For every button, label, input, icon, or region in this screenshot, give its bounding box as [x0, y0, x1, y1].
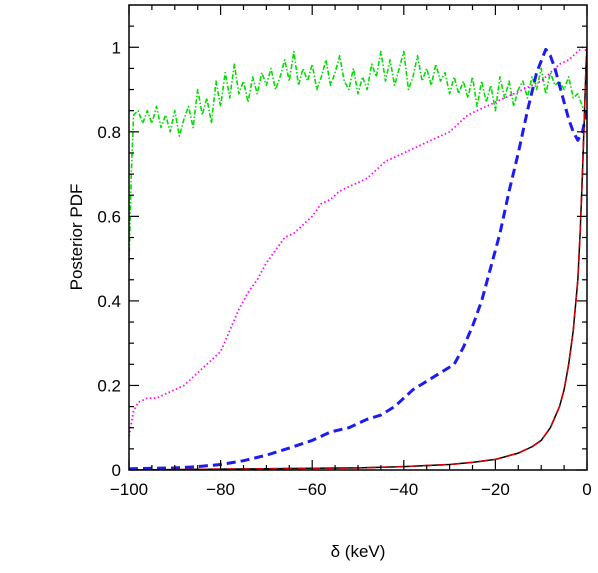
x-tick-label: −40 — [389, 480, 418, 499]
y-tick-label: 0.2 — [97, 376, 121, 395]
series-line-0 — [129, 50, 587, 263]
x-axis-label: δ (keV) — [331, 542, 386, 561]
series-line-1 — [129, 46, 587, 437]
y-tick-label: 0 — [112, 461, 121, 480]
y-tick-label: 1 — [112, 38, 121, 57]
x-tick-label: 0 — [582, 480, 591, 499]
tick-labels-layer: −100 −80 −60 −40 −20 0 0 0.2 0.4 0.6 0.8 1 — [97, 38, 591, 499]
x-tick-label: −60 — [298, 480, 327, 499]
series-line-3 — [129, 47, 587, 470]
x-tick-label: −100 — [110, 480, 148, 499]
series-line-4 — [129, 47, 587, 470]
y-tick-label: 0.8 — [97, 123, 121, 142]
y-axis-label: Posterior PDF — [67, 184, 86, 291]
series-line-2 — [129, 47, 587, 470]
series-layer — [129, 46, 587, 470]
y-tick-label: 0.4 — [97, 292, 121, 311]
x-tick-label: −20 — [481, 480, 510, 499]
x-tick-label: −80 — [206, 480, 235, 499]
plot-frame — [128, 4, 588, 471]
y-tick-label: 0.6 — [97, 207, 121, 226]
ticks-layer — [128, 5, 588, 471]
